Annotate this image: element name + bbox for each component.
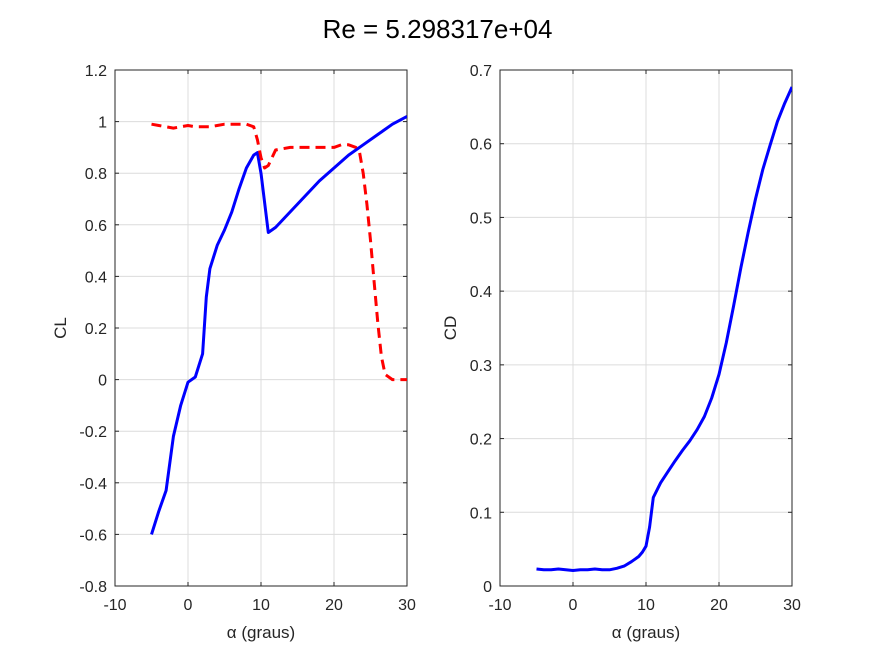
cd-ytick-label: 0.7 <box>470 63 492 80</box>
cd-ytick-label: 0.5 <box>470 210 492 227</box>
cd-ytick-label: 0.6 <box>470 137 492 154</box>
cd-ytick-label: 0.3 <box>470 358 492 375</box>
cd-xtick-label: 10 <box>637 597 655 614</box>
cl-ytick-label: 0.8 <box>85 166 107 183</box>
cd-ytick-label: 0.1 <box>470 505 492 522</box>
cl-plot: -10 0 10 20 30 -0.8 -0.6 -0.4 -0.2 0 0.2 0.4 0.6 0.8 1… <box>51 63 416 642</box>
cd-ytick-label: 0 <box>483 579 492 596</box>
cd-xlabel: α (graus) <box>612 623 680 642</box>
cl-xtick-label: -10 <box>103 597 126 614</box>
figure-title: Re = 5.298317e+04 <box>322 14 553 44</box>
cl-xtick-label: 10 <box>252 597 270 614</box>
cl-xlabel: α (graus) <box>227 623 295 642</box>
cl-ytick-label: 0.6 <box>85 218 107 235</box>
cl-ytick-label: -0.2 <box>79 424 107 441</box>
cl-xtick-label: 30 <box>398 597 416 614</box>
cd-xtick-label: 20 <box>710 597 728 614</box>
cl-ytick-label: -0.6 <box>79 527 107 544</box>
cd-xtick-label: 0 <box>569 597 578 614</box>
cl-ylabel: CL <box>51 317 70 339</box>
cd-ytick-label: 0.4 <box>470 284 492 301</box>
cl-xtick-label: 20 <box>325 597 343 614</box>
cl-ytick-label: -0.8 <box>79 579 107 596</box>
cd-xtick-label: 30 <box>783 597 801 614</box>
cl-series-line-1 <box>151 122 407 382</box>
cd-ylabel: CD <box>441 316 460 341</box>
cl-xtick-label: 0 <box>184 597 193 614</box>
cl-ytick-label: 1.2 <box>85 63 107 80</box>
cl-ytick-label: 0.4 <box>85 269 107 286</box>
cd-ytick-label: 0.2 <box>470 432 492 449</box>
cd-xtick-label: -10 <box>488 597 511 614</box>
cl-ytick-label: 1 <box>98 115 107 132</box>
cl-ytick-label: 0.2 <box>85 321 107 338</box>
cl-ytick-label: -0.4 <box>79 476 107 493</box>
cl-series-line-0 <box>150 115 407 535</box>
cd-series-line-0 <box>536 86 792 572</box>
cl-ytick-label: 0 <box>98 373 107 390</box>
